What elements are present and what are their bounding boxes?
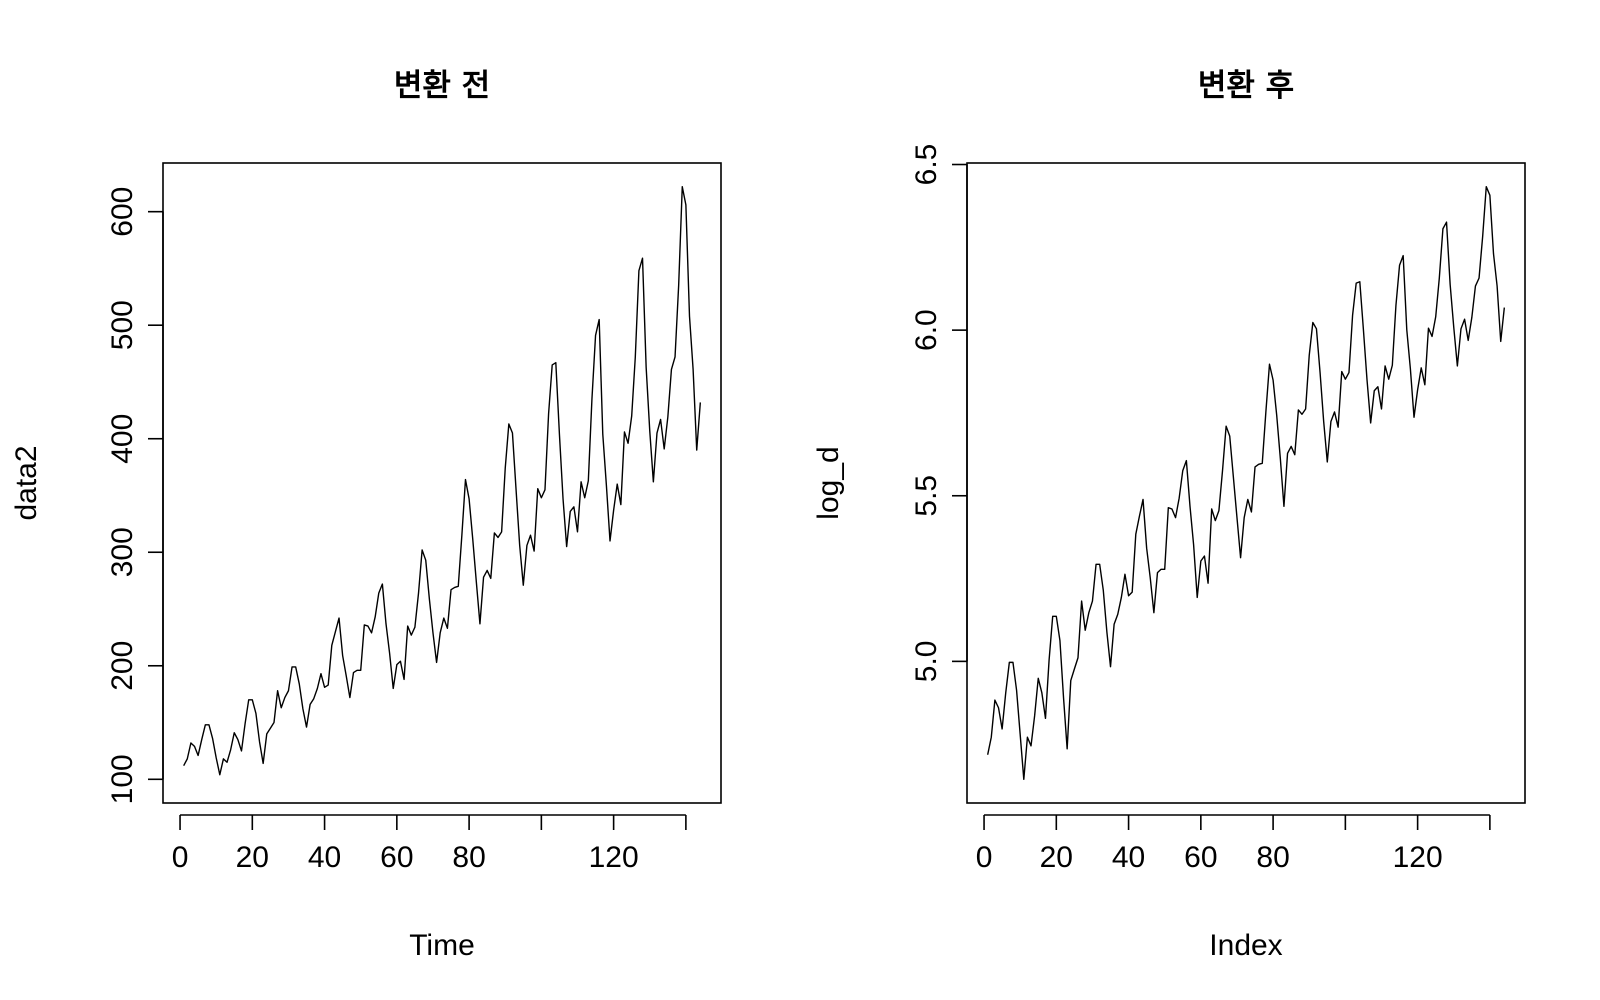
chart-title: 변환 전 <box>394 68 490 104</box>
y-tick-label: 5.5 <box>910 475 943 517</box>
x-tick-label: 120 <box>589 841 639 874</box>
y-tick-label: 500 <box>106 300 139 350</box>
y-axis-label: log_d <box>812 446 845 519</box>
y-tick-label: 6.0 <box>910 309 943 351</box>
x-tick-label: 20 <box>236 841 269 874</box>
x-tick-label: 0 <box>172 841 189 874</box>
x-axis-label: Time <box>409 929 475 962</box>
y-tick-label: 300 <box>106 527 139 577</box>
x-tick-label: 60 <box>380 841 413 874</box>
y-tick-label: 6.5 <box>910 144 943 186</box>
y-tick-label: 100 <box>106 754 139 804</box>
x-tick-label: 120 <box>1393 841 1443 874</box>
x-tick-label: 60 <box>1184 841 1217 874</box>
x-tick-label: 80 <box>1256 841 1289 874</box>
y-tick-label: 400 <box>106 414 139 464</box>
data-series-line <box>986 186 1506 780</box>
x-tick-label: 40 <box>1112 841 1145 874</box>
y-tick-label: 200 <box>106 641 139 691</box>
x-tick-label: 20 <box>1040 841 1073 874</box>
axis-ticks: 0 20 40 60 80 120 100 200 300 400 500 600 <box>106 187 687 874</box>
y-axis-label: data2 <box>10 445 43 520</box>
data-series-line <box>183 186 702 776</box>
y-tick-label: 5.0 <box>910 641 943 683</box>
chart-panel-before: 변환 전 0 20 40 60 80 120 100 200 300 400 500 600 Time… <box>10 68 722 962</box>
x-tick-label: 80 <box>452 841 485 874</box>
y-tick-label: 600 <box>106 187 139 237</box>
chart-title: 변환 후 <box>1198 68 1294 104</box>
x-tick-label: 0 <box>976 841 993 874</box>
x-tick-label: 40 <box>308 841 341 874</box>
axis-ticks: 0 20 40 60 80 120 5.0 5.5 6.0 6.5 <box>910 144 1491 874</box>
chart-panel-after: 변환 후 0 20 40 60 80 120 5.0 5.5 6.0 6.5 Index log_… <box>812 68 1526 962</box>
x-axis-label: Index <box>1209 929 1282 962</box>
